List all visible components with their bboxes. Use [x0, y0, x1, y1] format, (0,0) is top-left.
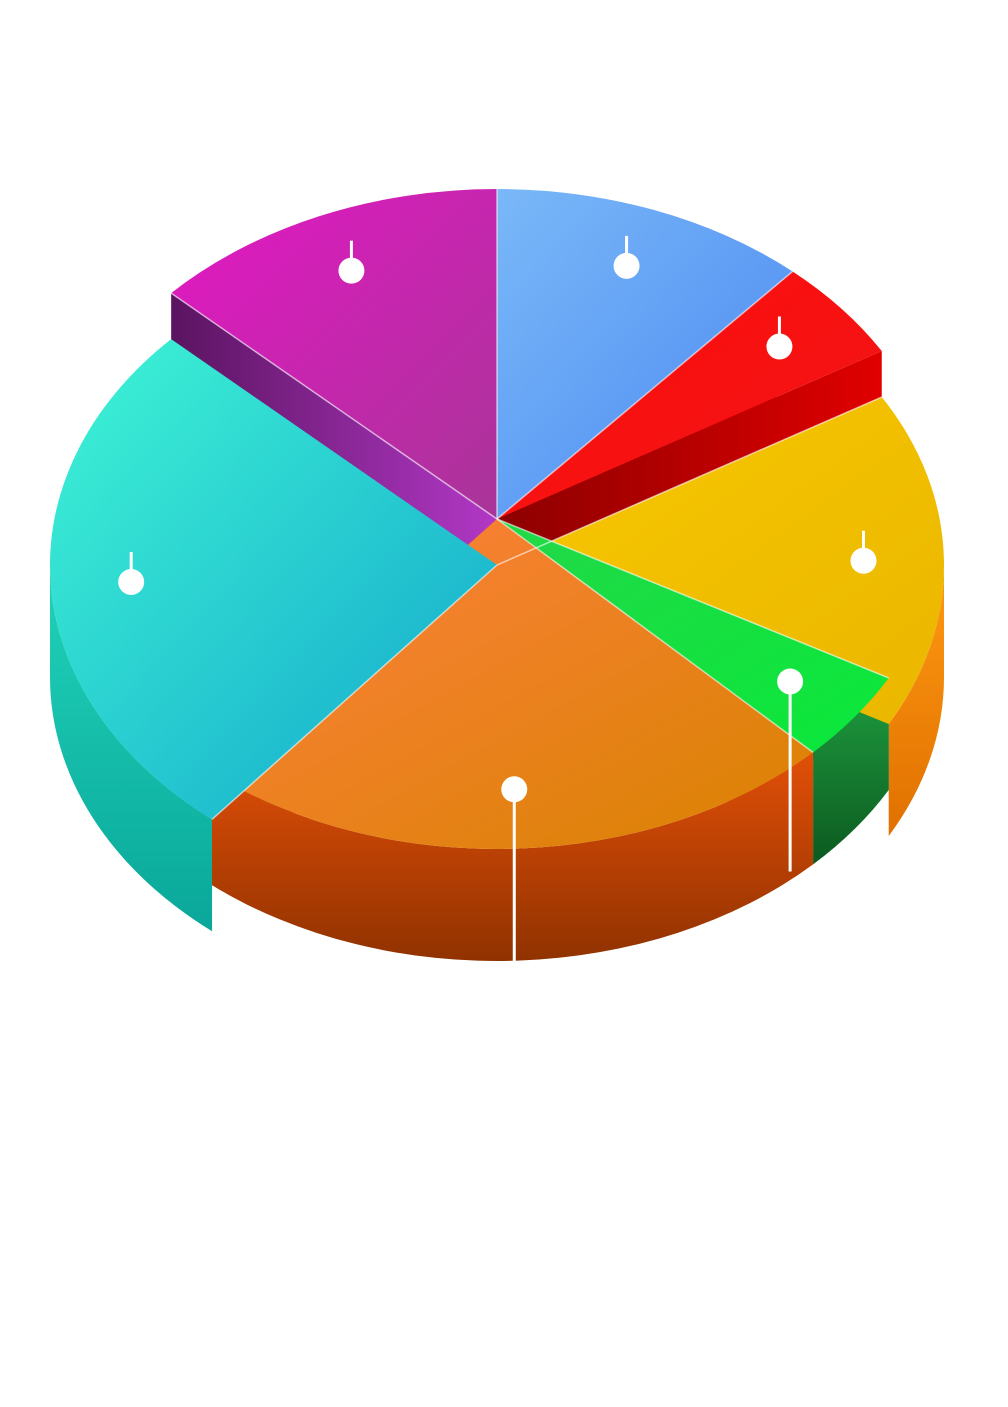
slice-divider — [496, 518, 814, 753]
slice-top-magenta — [171, 189, 498, 519]
slice-divider — [211, 564, 498, 820]
marker-dot-blue — [613, 252, 640, 279]
slice-divider — [496, 270, 794, 520]
slice-top-yellow — [497, 397, 945, 724]
slice-divider — [496, 518, 889, 679]
marker-dot-yellow — [850, 547, 877, 574]
slice-side-green — [813, 677, 889, 865]
slice-divider — [170, 292, 498, 520]
slice-side-orange — [212, 752, 814, 961]
slice-top-teal — [50, 339, 498, 820]
marker-dot-orange — [501, 776, 528, 803]
slice-top-orange — [212, 519, 814, 849]
slice-divider — [496, 396, 883, 566]
pie-markers — [118, 235, 877, 980]
marker-dot-red — [766, 333, 793, 360]
marker-dot-green — [777, 668, 804, 695]
marker-dot-magenta — [338, 257, 365, 284]
slice-top-red — [497, 271, 882, 519]
slice-side-yellow — [888, 565, 944, 836]
slice-top-blue — [497, 189, 793, 519]
pie-tops — [50, 189, 945, 849]
marker-dot-teal — [118, 568, 145, 595]
slice-side-teal — [49, 565, 213, 932]
